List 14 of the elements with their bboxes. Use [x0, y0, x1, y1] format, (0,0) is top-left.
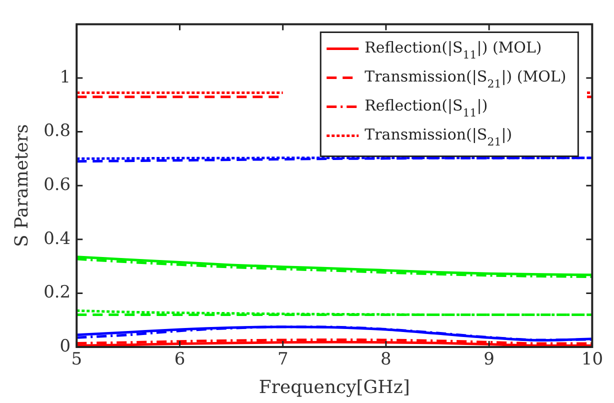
y-tick-label: 0.8: [44, 121, 71, 142]
x-tick-label: 6: [174, 350, 186, 370]
x-axis-title: Frequency[GHz]: [258, 376, 410, 398]
y-tick-label: 0.4: [44, 228, 71, 249]
x-tick-label: 8: [380, 350, 392, 370]
x-tick-label: 10: [581, 350, 604, 370]
y-tick-label: 0.2: [44, 282, 71, 303]
y-tick-label: 1: [60, 67, 71, 88]
y-tick-label: 0.6: [44, 175, 71, 196]
x-tick-label: 9: [484, 350, 494, 370]
x-tick-label: 7: [277, 350, 288, 370]
x-tick-label: 5: [71, 350, 82, 370]
y-tick-label: 0: [60, 336, 71, 356]
y-axis-title: S Parameters: [11, 124, 32, 248]
